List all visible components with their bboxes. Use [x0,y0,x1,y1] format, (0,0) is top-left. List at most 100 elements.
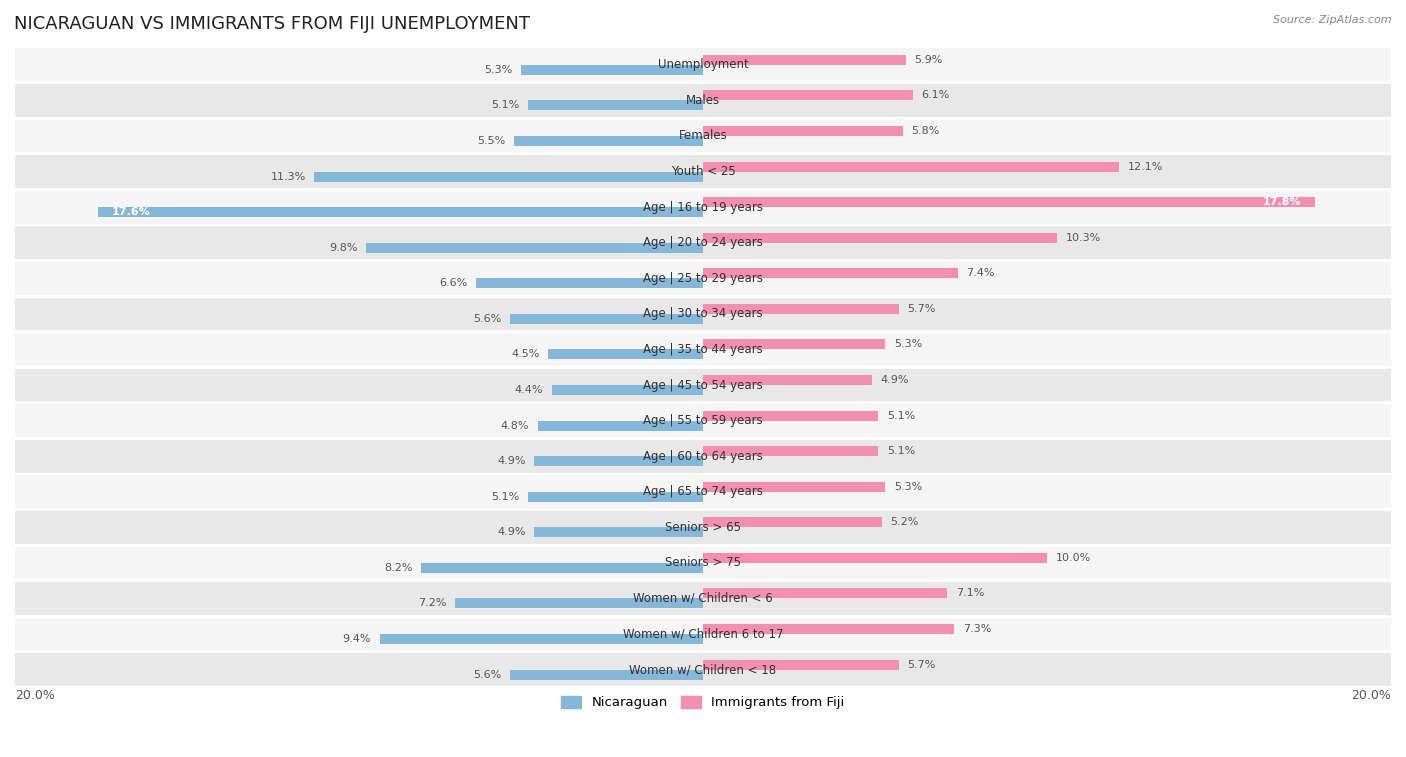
Bar [703,481,886,492]
Text: Age | 65 to 74 years: Age | 65 to 74 years [643,485,763,498]
Bar [15,653,1391,686]
Text: 20.0%: 20.0% [15,689,55,702]
Bar [703,517,882,528]
Bar [703,304,898,314]
Bar [15,84,1391,117]
Text: 5.1%: 5.1% [887,410,915,421]
Text: 4.9%: 4.9% [880,375,908,385]
Text: Seniors > 65: Seniors > 65 [665,521,741,534]
Text: Age | 35 to 44 years: Age | 35 to 44 years [643,343,763,356]
Bar [15,404,1391,437]
Text: 10.0%: 10.0% [1056,553,1091,563]
Bar [548,350,703,360]
Text: 12.1%: 12.1% [1128,161,1163,172]
Text: 5.8%: 5.8% [911,126,939,136]
Text: 4.9%: 4.9% [498,456,526,466]
Text: Women w/ Children 6 to 17: Women w/ Children 6 to 17 [623,628,783,640]
Text: 7.2%: 7.2% [418,599,447,609]
Text: Age | 25 to 29 years: Age | 25 to 29 years [643,272,763,285]
Bar [477,279,703,288]
Text: 4.4%: 4.4% [515,385,543,395]
Text: 17.6%: 17.6% [111,207,150,217]
Text: 4.5%: 4.5% [512,350,540,360]
Bar [510,314,703,324]
Text: 6.6%: 6.6% [439,279,467,288]
Text: Males: Males [686,94,720,107]
Text: NICARAGUAN VS IMMIGRANTS FROM FIJI UNEMPLOYMENT: NICARAGUAN VS IMMIGRANTS FROM FIJI UNEMP… [14,15,530,33]
Text: 9.4%: 9.4% [343,634,371,644]
Bar [456,599,703,609]
Text: Age | 60 to 64 years: Age | 60 to 64 years [643,450,763,463]
Bar [510,670,703,680]
Text: 9.8%: 9.8% [329,243,357,253]
Bar [15,155,1391,188]
Text: Age | 45 to 54 years: Age | 45 to 54 years [643,378,763,391]
Text: 7.1%: 7.1% [956,588,984,599]
Bar [15,440,1391,472]
Text: 5.2%: 5.2% [890,517,920,528]
Text: Seniors > 75: Seniors > 75 [665,556,741,569]
Bar [703,197,1316,207]
Bar [15,48,1391,81]
Bar [703,126,903,136]
Bar [520,65,703,75]
Bar [527,492,703,502]
Bar [380,634,703,644]
Text: Women w/ Children < 6: Women w/ Children < 6 [633,592,773,605]
Text: 5.1%: 5.1% [491,492,519,502]
Bar [527,101,703,111]
Bar [15,369,1391,401]
Text: 5.3%: 5.3% [894,339,922,350]
Bar [420,563,703,573]
Bar [703,90,912,101]
Bar [703,553,1047,563]
Text: 5.6%: 5.6% [474,314,502,324]
Text: Unemployment: Unemployment [658,58,748,71]
Bar [15,298,1391,330]
Text: 11.3%: 11.3% [270,172,305,182]
Bar [15,547,1391,579]
Text: 5.3%: 5.3% [894,481,922,492]
Bar [703,659,898,670]
Text: 5.7%: 5.7% [908,659,936,670]
Text: Youth < 25: Youth < 25 [671,165,735,178]
Bar [15,582,1391,615]
Text: 5.1%: 5.1% [491,101,519,111]
Text: 5.5%: 5.5% [477,136,505,146]
Bar [15,120,1391,152]
Text: 4.8%: 4.8% [501,421,529,431]
Text: 5.7%: 5.7% [908,304,936,314]
Text: 8.2%: 8.2% [384,563,412,573]
Text: 10.3%: 10.3% [1066,232,1101,243]
Bar [15,191,1391,223]
Bar [703,268,957,279]
Text: 6.1%: 6.1% [921,90,949,101]
Text: Females: Females [679,129,727,142]
Bar [703,232,1057,243]
Bar [703,161,1119,172]
Bar [703,624,955,634]
Bar [315,172,703,182]
Bar [15,226,1391,259]
Text: 5.1%: 5.1% [887,446,915,456]
Text: 7.3%: 7.3% [963,624,991,634]
Bar [551,385,703,395]
Bar [15,262,1391,294]
Bar [534,456,703,466]
Bar [534,528,703,537]
Text: 5.3%: 5.3% [484,65,512,75]
Bar [703,410,879,421]
Text: 5.9%: 5.9% [914,55,943,65]
Bar [703,588,948,599]
Bar [703,55,905,65]
Text: Age | 55 to 59 years: Age | 55 to 59 years [643,414,763,427]
Text: Age | 16 to 19 years: Age | 16 to 19 years [643,201,763,213]
Bar [15,333,1391,366]
Text: Age | 30 to 34 years: Age | 30 to 34 years [643,307,763,320]
Bar [97,207,703,217]
Text: 7.4%: 7.4% [966,268,994,279]
Text: 5.6%: 5.6% [474,670,502,680]
Text: Women w/ Children < 18: Women w/ Children < 18 [630,663,776,676]
Text: 17.8%: 17.8% [1263,197,1302,207]
Text: Age | 20 to 24 years: Age | 20 to 24 years [643,236,763,249]
